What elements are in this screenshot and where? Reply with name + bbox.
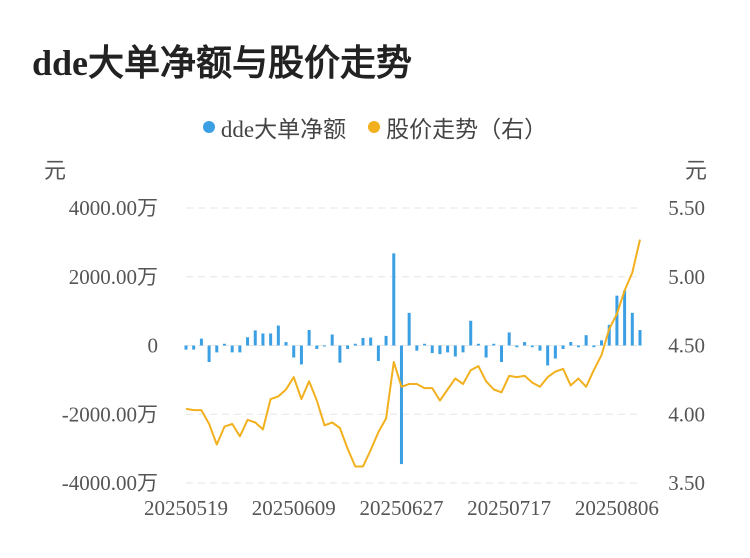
dde-bar (253, 330, 257, 346)
dde-bar (292, 345, 296, 358)
dde-bar (353, 343, 357, 346)
dde-bar (446, 345, 450, 353)
dde-bar (192, 345, 196, 350)
dde-bar (415, 345, 419, 351)
dde-bar (361, 337, 365, 346)
dde-bar (538, 345, 542, 351)
dde-bar (523, 342, 527, 346)
dde-bar (276, 325, 280, 346)
y-right-tick-label: 4.50 (668, 334, 705, 358)
x-tick-label: 20250717 (467, 496, 551, 520)
dde-bar (569, 342, 573, 346)
y-right-tick-label: 4.00 (668, 402, 705, 426)
dde-bar (507, 332, 511, 346)
dde-bar (499, 345, 503, 362)
dde-bar (476, 343, 480, 346)
price-line (185, 239, 641, 468)
dde-bar (407, 312, 411, 346)
dde-bar (338, 345, 342, 363)
dde-bar (269, 333, 273, 346)
dde-bar (607, 324, 611, 346)
y-left-unit-label: 元 (44, 158, 66, 183)
y-right-tick-label: 5.00 (668, 265, 705, 289)
dde-bar (184, 345, 188, 350)
dde-bar (638, 330, 642, 346)
dde-bar (284, 342, 288, 346)
dde-bar (561, 345, 565, 349)
dde-bar (238, 345, 242, 353)
y-right-tick-label: 3.50 (668, 471, 705, 495)
dde-bar (546, 345, 550, 366)
dde-bar (215, 345, 219, 353)
bar-series-dde (184, 253, 642, 465)
axis-layer: 元 元 4000.00万 5.50 2000.00万 5.00 0 4.50 -2000.0… (44, 158, 707, 520)
dde-bar (207, 345, 211, 362)
legend-item-price[interactable]: 股价走势（右） (368, 110, 547, 144)
legend-label-dde: dde大单净额 (220, 117, 347, 142)
dde-bar (307, 330, 311, 346)
dde-bar (246, 337, 250, 346)
legend-dot-price (368, 121, 381, 133)
dde-bar (222, 343, 226, 346)
dde-bar (630, 312, 634, 346)
dde-bar (330, 334, 334, 346)
dde-bar (369, 337, 373, 346)
legend: dde大单净额 股价走势（右） (0, 110, 750, 144)
dde-bar (423, 343, 427, 346)
dde-bar (553, 345, 557, 359)
x-tick-label: 20250806 (575, 496, 659, 520)
legend-dot-dde (202, 121, 215, 133)
legend-item-dde[interactable]: dde大单净额 (202, 110, 347, 144)
dde-bar (384, 335, 388, 346)
dde-bar (261, 333, 265, 346)
dde-bar (453, 345, 457, 357)
y-left-tick-label: 0 (148, 334, 159, 358)
line-series-price (185, 239, 641, 468)
dde-bar (430, 345, 434, 354)
dde-bar (600, 340, 604, 346)
dde-bar (492, 343, 496, 346)
chart-title: dde大单净额与股价走势 (32, 43, 413, 83)
dde-bar (199, 338, 203, 346)
dde-bar (576, 345, 580, 348)
y-left-tick-label: 2000.00万 (69, 265, 158, 289)
x-tick-label: 20250627 (359, 496, 443, 520)
dde-bar (469, 320, 473, 346)
x-tick-label: 20250519 (144, 496, 228, 520)
dde-bar (484, 345, 488, 358)
dde-bar (323, 345, 327, 347)
dde-bar (515, 345, 519, 348)
dde-bar (584, 335, 588, 346)
y-left-tick-label: -2000.00万 (62, 402, 158, 426)
dde-bar (592, 345, 596, 348)
dde-bar (438, 345, 442, 355)
y-right-unit-label: 元 (685, 158, 707, 183)
dde-bar (623, 290, 627, 346)
x-tick-label: 20250609 (252, 496, 336, 520)
dde-bar (376, 345, 380, 361)
legend-label-price: 股价走势（右） (386, 117, 548, 142)
y-left-tick-label: -4000.00万 (62, 471, 158, 495)
y-right-tick-label: 5.50 (668, 196, 705, 220)
dde-bar (230, 345, 234, 353)
dde-bar (315, 345, 319, 349)
dde-bar (346, 345, 350, 349)
dde-bar (392, 253, 396, 346)
dde-bar (615, 295, 619, 346)
dde-bar (299, 345, 303, 365)
dde-bar (530, 345, 534, 348)
dde-bar (399, 345, 403, 465)
y-left-tick-label: 4000.00万 (69, 196, 158, 220)
dde-bar (461, 345, 465, 353)
